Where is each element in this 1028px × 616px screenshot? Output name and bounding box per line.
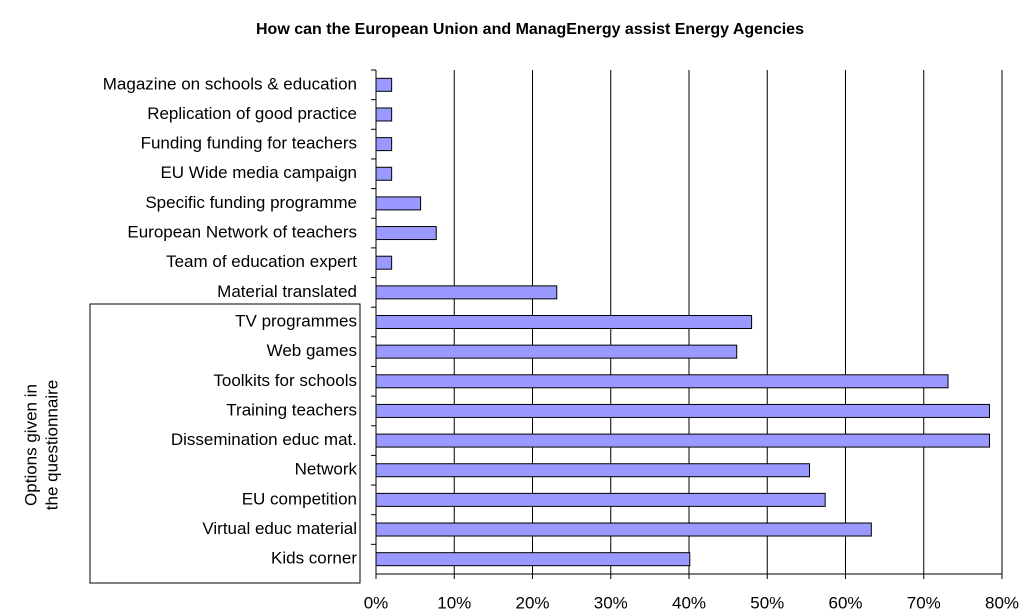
y-tick-label: European Network of teachers xyxy=(127,223,357,242)
y-tick-label: Dissemination educ mat. xyxy=(171,430,357,449)
bar xyxy=(375,315,753,329)
y-tick-label: Magazine on schools & education xyxy=(103,74,357,93)
x-tick-label: 80% xyxy=(985,593,1019,612)
bar xyxy=(375,137,393,152)
bar xyxy=(375,374,949,389)
x-tick-label: 60% xyxy=(828,593,862,612)
y-tick-label: Material translated xyxy=(217,282,357,301)
y-tick-label: Kids corner xyxy=(271,549,357,568)
bar xyxy=(375,492,826,507)
y-tick-label: Web games xyxy=(267,341,357,360)
y-tick-label: Toolkits for schools xyxy=(213,371,357,390)
y-tick-label: TV programmes xyxy=(235,311,357,330)
bar xyxy=(375,107,393,122)
bar xyxy=(375,344,738,359)
y-tick-label: Virtual educ material xyxy=(202,519,357,538)
y-tick-label: Replication of good practice xyxy=(147,104,357,123)
annotation: Options given in xyxy=(21,384,40,506)
x-tick-label: 40% xyxy=(672,593,706,612)
x-tick-label: 50% xyxy=(750,593,784,612)
bar xyxy=(375,226,437,241)
bar xyxy=(375,255,393,270)
y-tick-label: Team of education expert xyxy=(166,252,357,271)
bar xyxy=(375,463,811,478)
y-tick-label: EU competition xyxy=(242,489,357,508)
bar xyxy=(375,433,990,448)
bar xyxy=(375,552,691,567)
x-tick-label: 70% xyxy=(907,593,941,612)
bar xyxy=(375,522,872,537)
y-tick-label: Specific funding programme xyxy=(145,193,357,212)
bar xyxy=(375,77,393,92)
x-tick-label: 0% xyxy=(364,593,389,612)
annotation-box xyxy=(89,303,361,584)
y-tick-label: Network xyxy=(295,460,358,479)
x-tick-label: 30% xyxy=(594,593,628,612)
bar xyxy=(375,285,558,300)
y-tick-label: Training teachers xyxy=(226,400,357,419)
y-tick-label: Funding funding for teachers xyxy=(141,134,357,153)
x-tick-label: 20% xyxy=(515,593,549,612)
y-tick-label: EU Wide media campaign xyxy=(160,163,357,182)
chart-title: How can the European Union and ManagEner… xyxy=(256,21,804,38)
bar xyxy=(375,403,990,418)
bar xyxy=(375,166,393,181)
bar xyxy=(375,196,422,211)
x-tick-label: 10% xyxy=(437,593,471,612)
annotation: the questionnaire xyxy=(42,380,61,510)
